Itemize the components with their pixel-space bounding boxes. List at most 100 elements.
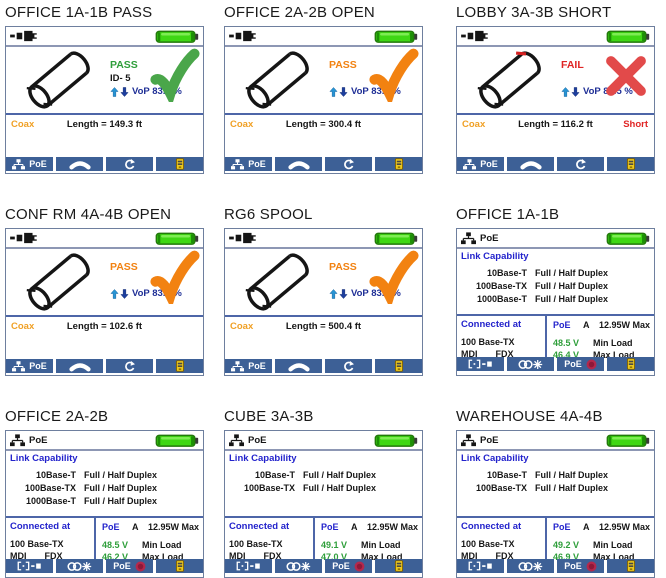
softkey-tone[interactable]: [156, 359, 203, 373]
vop-up-down-arrows-icon[interactable]: [329, 289, 348, 299]
media-type-label: Coax: [462, 119, 486, 130]
result-panel: PASS VoP 83.5 %: [6, 249, 203, 317]
softkey-poe[interactable]: PoE: [225, 157, 272, 171]
softkey-tone[interactable]: [607, 357, 654, 371]
softkey-link-blink[interactable]: [507, 357, 554, 371]
lan-icon: [461, 434, 476, 447]
softkey-display-coax[interactable]: [457, 559, 504, 573]
poe-panel: PoE A 12.95W Max 49.2 V Min Load 46.9 V …: [547, 518, 654, 562]
softkey-poe[interactable]: PoE: [6, 359, 53, 373]
min-load-voltage: 49.2 V: [553, 540, 580, 550]
softkey-poe-label: PoE: [564, 561, 582, 571]
vop-up-down-arrows-icon[interactable]: [110, 289, 129, 299]
softkey-tone[interactable]: [607, 559, 654, 573]
poe-label: PoE: [553, 522, 571, 532]
connected-at-panel: Connected at 100 Base-TX MDI FDX: [457, 518, 547, 561]
tester-screen: PoE Link Capability 10Base-T Full / Half…: [5, 430, 204, 578]
vop-value: VoP 83.5 %: [132, 86, 182, 97]
vop-up-down-arrows-icon[interactable]: [561, 87, 580, 97]
link-standard: 100Base-TX: [475, 281, 527, 291]
softkey-poe[interactable]: PoE: [6, 157, 53, 171]
tester-screen: FAIL VoP 83.5 % Coax Length = 116.2 ft S…: [456, 26, 655, 174]
coax-cable-icon: [235, 253, 321, 311]
battery-icon: [606, 433, 650, 448]
battery-icon: [374, 433, 418, 448]
softkey-display-coax[interactable]: [225, 559, 272, 573]
link-duplex: Full / Half Duplex: [84, 496, 158, 506]
phone-icon: [519, 159, 543, 170]
screen-cell: WAREHOUSE 4A-4B PoE Link Capability 10Ba…: [456, 408, 655, 578]
tone-probe-icon: [395, 158, 403, 170]
vop-value: VoP 83.5 %: [132, 288, 182, 299]
connection-panel: Connected at 100 Base-TX MDI FDX PoE A 12…: [457, 518, 654, 562]
softkey-link-blink[interactable]: [507, 559, 554, 573]
softkey-refresh[interactable]: [106, 359, 153, 373]
screen-cell: CONF RM 4A-4B OPEN PASS VoP 83.5 % Coax …: [5, 206, 204, 376]
softkey-poe-toggle[interactable]: PoE: [557, 357, 604, 371]
connected-speed: 100 Base-TX: [10, 539, 64, 549]
link-capability-panel: Link Capability 10Base-T Full / Half Dup…: [457, 249, 654, 316]
refresh-icon: [575, 159, 586, 170]
coax-connector-icon: [229, 29, 261, 43]
softkey-poe-label: PoE: [332, 561, 350, 571]
max-load-label: Max Load: [142, 552, 184, 562]
softkey-tone[interactable]: [156, 157, 203, 171]
softkey-poe-toggle[interactable]: PoE: [325, 559, 372, 573]
softkey-tone[interactable]: [375, 359, 422, 373]
status-bar: [225, 27, 422, 47]
softkey-bar: PoE: [6, 359, 203, 373]
coax-connector-icon: [229, 231, 261, 245]
softkey-refresh[interactable]: [325, 157, 372, 171]
softkey-bar: PoE: [6, 157, 203, 171]
vop-value: VoP 83.5 %: [351, 86, 401, 97]
link-row: 100Base-TX Full / Half Duplex: [229, 482, 418, 495]
softkey-display-coax[interactable]: [6, 559, 53, 573]
softkey-display-coax[interactable]: [457, 357, 504, 371]
softkey-bar: PoE: [457, 357, 654, 371]
softkey-poe-toggle[interactable]: PoE: [106, 559, 153, 573]
softkey-phone[interactable]: [56, 359, 103, 373]
softkey-phone[interactable]: [507, 157, 554, 171]
lan-icon: [229, 434, 244, 447]
softkey-refresh[interactable]: [106, 157, 153, 171]
softkey-refresh[interactable]: [325, 359, 372, 373]
softkey-link-blink[interactable]: [275, 559, 322, 573]
lan-icon: [10, 434, 25, 447]
softkey-tone[interactable]: [607, 157, 654, 171]
softkey-phone[interactable]: [56, 157, 103, 171]
softkey-poe[interactable]: PoE: [225, 359, 272, 373]
link-capability-panel: Link Capability 10Base-T Full / Half Dup…: [225, 451, 422, 518]
poe-panel: PoE A 12.95W Max 48.5 V Min Load 46.4 V …: [547, 316, 654, 360]
poe-panel: PoE A 12.95W Max 48.5 V Min Load 46.2 V …: [96, 518, 203, 562]
link-row: 10Base-T Full / Half Duplex: [461, 267, 650, 280]
result-text-block: PASS ID- 5 VoP 83.5 %: [110, 59, 182, 97]
min-load-label: Min Load: [361, 540, 401, 550]
vop-up-down-arrows-icon[interactable]: [329, 87, 348, 97]
link-row: 100Base-TX Full / Half Duplex: [461, 280, 650, 293]
refresh-icon: [124, 361, 135, 372]
softkey-phone[interactable]: [275, 157, 322, 171]
details-panel: Coax Length = 149.3 ft: [6, 115, 203, 157]
max-load-voltage: 47.0 V: [321, 552, 348, 562]
softkey-bar: PoE: [457, 157, 654, 171]
softkey-poe-toggle[interactable]: PoE: [557, 559, 604, 573]
poe-label: PoE: [102, 522, 120, 532]
softkey-tone[interactable]: [375, 157, 422, 171]
link-duplex: Full / Half Duplex: [303, 483, 377, 493]
screen-title: LOBBY 3A-3B SHORT: [456, 4, 612, 21]
vop-up-down-arrows-icon[interactable]: [110, 87, 129, 97]
softkey-refresh[interactable]: [557, 157, 604, 171]
poe-max-power: 12.95W Max: [367, 522, 419, 532]
media-type-label: Coax: [11, 119, 35, 130]
link-capability-title: Link Capability: [229, 453, 297, 464]
details-panel: Coax Length = 500.4 ft: [225, 317, 422, 359]
lan-icon: [463, 159, 476, 170]
softkey-tone[interactable]: [156, 559, 203, 573]
poe-class: A: [583, 522, 590, 532]
softkey-link-blink[interactable]: [56, 559, 103, 573]
softkey-phone[interactable]: [275, 359, 322, 373]
softkey-poe[interactable]: PoE: [457, 157, 504, 171]
link-standard: 10Base-T: [486, 268, 527, 278]
softkey-poe-label: PoE: [480, 159, 498, 169]
softkey-tone[interactable]: [375, 559, 422, 573]
